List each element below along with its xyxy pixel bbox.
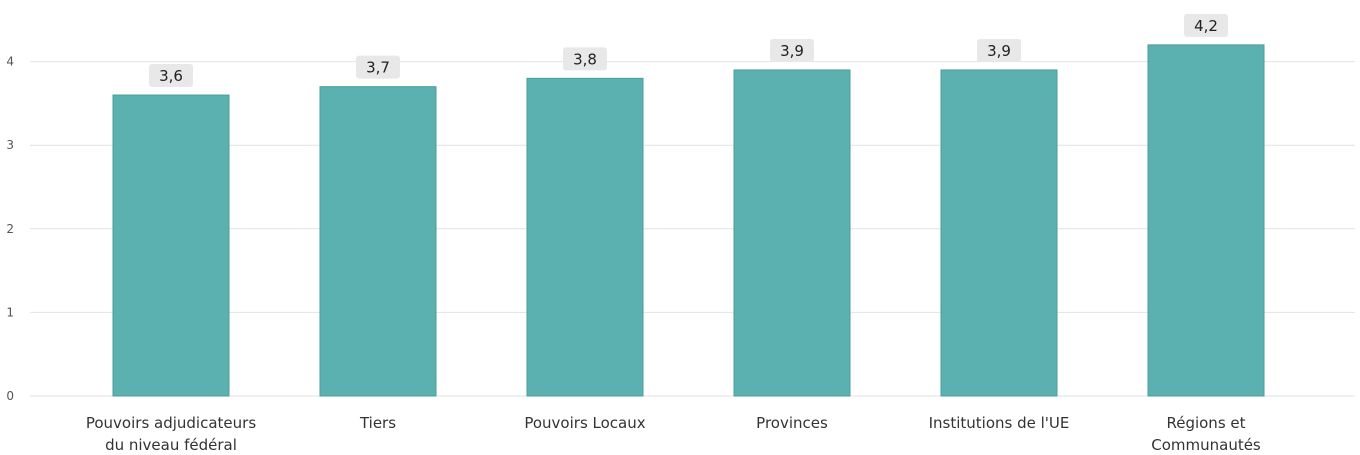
data-label-background xyxy=(149,64,193,88)
y-tick-label: 2 xyxy=(6,222,14,236)
x-category-label: Tiers xyxy=(359,414,396,432)
data-label-background xyxy=(356,55,400,79)
bar xyxy=(319,86,437,397)
bars xyxy=(112,44,1265,397)
y-tick-label: 0 xyxy=(6,389,14,403)
data-label-background xyxy=(563,47,607,71)
data-label-background xyxy=(1184,13,1228,37)
x-category-label: Régions et xyxy=(1166,414,1245,432)
data-label: 3,8 xyxy=(573,50,597,68)
data-labels: 3,6 3,7 3,8 3,9 3,9 4,2 xyxy=(149,13,1228,88)
data-label-background xyxy=(770,38,814,62)
x-category-label: Provinces xyxy=(756,414,828,432)
bar xyxy=(733,69,851,397)
x-category-label: Pouvoirs Locaux xyxy=(524,414,645,432)
y-tick-label: 1 xyxy=(6,305,14,319)
data-label: 4,2 xyxy=(1194,17,1218,35)
data-label: 3,6 xyxy=(159,67,183,85)
y-tick-label: 3 xyxy=(6,138,14,152)
data-label: 3,9 xyxy=(780,42,804,60)
bar xyxy=(940,69,1058,397)
x-category-label: du niveau fédéral xyxy=(105,436,237,454)
x-axis-category-labels: Pouvoirs adjudicateurs du niveau fédéral T… xyxy=(86,414,1261,454)
bar xyxy=(526,77,644,397)
bar xyxy=(112,94,230,397)
y-axis-tick-labels: 0 1 2 3 4 xyxy=(6,55,14,403)
x-category-label: Communautés xyxy=(1151,436,1261,454)
x-category-label: Institutions de l'UE xyxy=(929,414,1070,432)
bar xyxy=(1147,44,1265,397)
y-tick-label: 4 xyxy=(6,55,14,69)
data-label: 3,7 xyxy=(366,59,390,77)
data-label: 3,9 xyxy=(987,42,1011,60)
x-category-label: Pouvoirs adjudicateurs xyxy=(86,414,256,432)
data-label-background xyxy=(977,38,1021,62)
grid-lines xyxy=(30,61,1355,397)
